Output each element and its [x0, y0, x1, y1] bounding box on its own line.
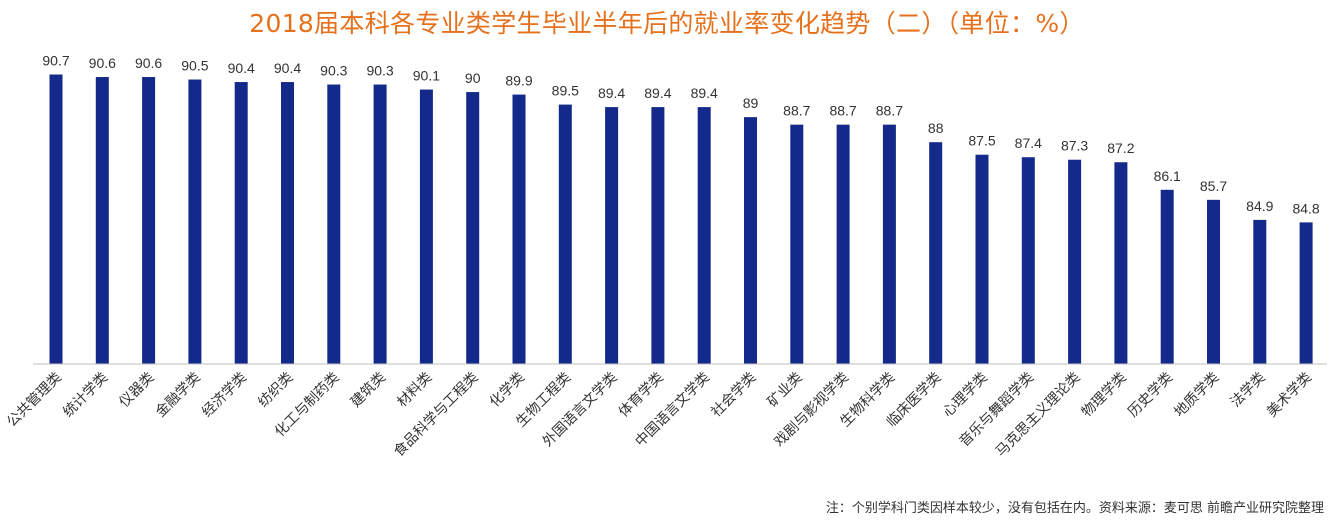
- bar: [512, 94, 526, 364]
- bar-value-label: 84.9: [1246, 198, 1273, 214]
- bar: [1253, 219, 1267, 364]
- bar: [744, 117, 757, 364]
- bar: [605, 107, 619, 364]
- x-tick-label: 化学类: [487, 370, 528, 411]
- x-tick-label: 材料类: [394, 370, 435, 411]
- bar: [1207, 199, 1220, 364]
- x-tick-label: 金融学类: [153, 370, 204, 421]
- bar-value-label: 88.7: [876, 103, 903, 119]
- bar: [697, 107, 711, 364]
- x-tick-label: 仪器类: [116, 370, 157, 411]
- bar-value-label: 90.4: [228, 60, 255, 76]
- x-tick-label: 纺织类: [255, 370, 296, 411]
- bar: [651, 107, 665, 364]
- source-note: 注：个别学科门类因样本较少，没有包括在内。资料来源：麦可思 前瞻产业研究院整理: [825, 501, 1324, 516]
- bar: [188, 79, 202, 364]
- bar-value-label: 90.6: [135, 55, 162, 71]
- bar: [790, 124, 804, 365]
- bar-value-label: 90.3: [366, 63, 393, 79]
- bar-value-label: 89.5: [552, 83, 579, 99]
- bar-value-label: 89.9: [505, 73, 532, 89]
- bar-value-label: 90.7: [42, 53, 69, 69]
- bar-value-label: 87.5: [968, 133, 995, 149]
- bar: [558, 104, 572, 364]
- bar: [419, 89, 433, 364]
- bar: [975, 154, 989, 364]
- bar: [1068, 159, 1082, 364]
- x-tick-label: 建筑类: [348, 370, 389, 411]
- x-tick-label: 马克思主义理论类: [993, 370, 1084, 461]
- x-tick-label: 法学类: [1228, 370, 1269, 411]
- bar-value-label: 90.3: [320, 63, 347, 79]
- bar-value-label: 88: [928, 120, 944, 136]
- bar-value-label: 87.2: [1107, 140, 1134, 156]
- x-tick-label: 矿业类: [765, 370, 806, 411]
- bar-value-label: 89: [743, 95, 759, 111]
- bar: [836, 124, 850, 365]
- bar: [373, 84, 387, 364]
- bar: [95, 77, 109, 364]
- bar-value-label: 84.8: [1292, 200, 1319, 216]
- bar-value-label: 86.1: [1154, 168, 1181, 184]
- bar: [281, 82, 294, 364]
- bar: [234, 82, 248, 364]
- bar-value-label: 89.4: [598, 85, 625, 101]
- x-tick-label: 食品科学与工程类: [390, 369, 481, 460]
- x-tick-label: 历史学类: [1125, 370, 1176, 421]
- bar-value-label: 88.7: [783, 103, 810, 119]
- bar: [1299, 222, 1313, 364]
- x-tick-label: 统计学类: [60, 370, 111, 421]
- bar-value-label: 89.4: [644, 85, 671, 101]
- bar: [327, 84, 341, 364]
- bar-value-label: 90.6: [89, 55, 116, 71]
- bar: [1021, 157, 1035, 364]
- bar: [1160, 189, 1174, 364]
- bar: [1114, 162, 1128, 364]
- bar-value-label: 87.4: [1015, 135, 1042, 151]
- bar-value-label: 88.7: [829, 103, 856, 119]
- chart-title: 2018届本科各专业类学生毕业半年后的就业率变化趋势（二）（单位：%）: [249, 9, 1085, 38]
- bar-value-label: 90.5: [181, 58, 208, 74]
- bar-value-label: 90.4: [274, 60, 301, 76]
- bar: [929, 142, 943, 364]
- bar-value-label: 90.1: [413, 68, 440, 84]
- x-tick-label: 物理学类: [1079, 370, 1130, 421]
- x-tick-label: 社会学类: [708, 370, 759, 421]
- x-tick-label: 美术学类: [1264, 370, 1315, 421]
- x-tick-label: 经济学类: [199, 370, 250, 421]
- bar: [49, 74, 63, 365]
- x-tick-label: 地质学类: [1171, 370, 1222, 421]
- bar-value-label: 90: [465, 70, 481, 86]
- bar: [466, 92, 480, 364]
- bar-value-label: 87.3: [1061, 138, 1088, 154]
- bar: [142, 77, 156, 364]
- x-tick-label: 公共管理类: [4, 370, 65, 431]
- bar: [882, 124, 896, 365]
- bar-value-label: 89.4: [691, 85, 718, 101]
- bar-value-label: 85.7: [1200, 178, 1227, 194]
